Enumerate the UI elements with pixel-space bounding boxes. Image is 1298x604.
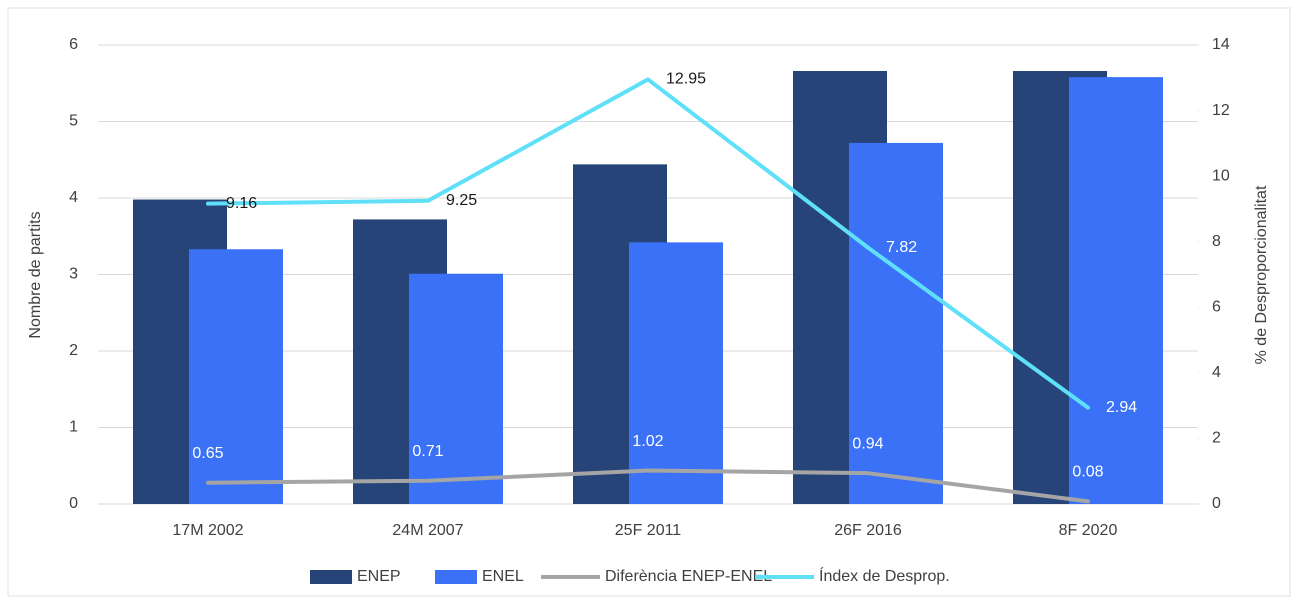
x-tick-label: 17M 2002 — [172, 522, 243, 539]
legend-label: Índex de Desprop. — [819, 566, 950, 585]
y-tick-label: 6 — [69, 36, 78, 53]
bar — [849, 142, 943, 505]
y-tick-label: 3 — [69, 266, 78, 283]
data-label: 0.65 — [192, 445, 223, 462]
line — [206, 77, 1090, 410]
legend-label: ENEL — [482, 568, 524, 585]
legend-label: ENEP — [357, 568, 401, 585]
x-tick-label: 24M 2007 — [392, 522, 463, 539]
x-tick-label: 25F 2011 — [615, 522, 682, 539]
legend-swatch — [435, 570, 477, 584]
bar — [189, 249, 283, 504]
y-tick-label: 0 — [69, 495, 78, 512]
y-tick-label: 2 — [69, 342, 78, 359]
data-label: 0.71 — [412, 443, 443, 460]
x-tick-label: 26F 2016 — [834, 522, 902, 539]
data-label: 1.02 — [632, 433, 663, 450]
legend-swatch — [310, 570, 352, 584]
data-label: 7.82 — [886, 239, 917, 256]
y2-tick-label: 14 — [1212, 36, 1230, 53]
data-label: 0.94 — [852, 435, 883, 452]
data-label: 2.94 — [1106, 399, 1137, 416]
y2-tick-label: 10 — [1212, 167, 1230, 184]
data-label: 12.95 — [666, 71, 706, 88]
bar — [409, 273, 503, 504]
legend-label: Diferència ENEP-ENEL — [605, 568, 772, 585]
y2-tick-label: 12 — [1212, 102, 1230, 119]
y2-tick-label: 0 — [1212, 495, 1221, 512]
y2-tick-label: 6 — [1212, 299, 1221, 316]
data-label: 9.16 — [226, 195, 257, 212]
y2-axis-title: % de Desproporcionalitat — [1253, 185, 1270, 364]
y2-tick-label: 2 — [1212, 430, 1221, 447]
y-tick-label: 4 — [69, 189, 78, 206]
data-label: 0.08 — [1072, 464, 1103, 481]
line — [206, 468, 1090, 504]
data-label: 9.25 — [446, 192, 477, 209]
bar — [1069, 77, 1163, 504]
y-tick-label: 1 — [69, 419, 78, 436]
bar — [629, 242, 723, 504]
y2-tick-label: 8 — [1212, 233, 1221, 250]
x-tick-label: 8F 2020 — [1059, 522, 1118, 539]
y-axis-title: Nombre de partits — [27, 211, 44, 338]
y-tick-label: 5 — [69, 113, 78, 130]
y2-tick-label: 4 — [1212, 364, 1221, 381]
